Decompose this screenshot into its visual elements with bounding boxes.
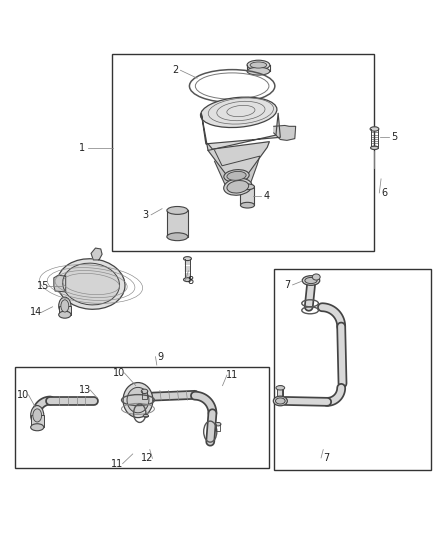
Ellipse shape — [63, 263, 120, 305]
Text: 3: 3 — [143, 210, 149, 220]
Polygon shape — [208, 142, 269, 177]
Ellipse shape — [184, 257, 191, 261]
Ellipse shape — [302, 276, 320, 285]
Text: 11: 11 — [226, 370, 238, 380]
Text: 4: 4 — [263, 191, 269, 201]
Ellipse shape — [215, 423, 221, 426]
Text: 7: 7 — [284, 280, 290, 290]
Ellipse shape — [123, 383, 153, 418]
Ellipse shape — [224, 179, 252, 195]
Bar — [240, 187, 254, 205]
Ellipse shape — [59, 311, 71, 318]
Bar — [112, 54, 374, 251]
Ellipse shape — [59, 297, 71, 314]
Ellipse shape — [167, 206, 188, 214]
Polygon shape — [54, 275, 66, 292]
Bar — [31, 415, 44, 427]
Ellipse shape — [371, 146, 378, 150]
Polygon shape — [91, 248, 102, 260]
Ellipse shape — [61, 300, 69, 312]
Ellipse shape — [127, 387, 149, 413]
Text: 8: 8 — [187, 276, 194, 286]
Bar — [59, 306, 71, 314]
Ellipse shape — [31, 424, 44, 431]
Text: 7: 7 — [323, 453, 329, 463]
Ellipse shape — [273, 396, 287, 406]
Text: 12: 12 — [141, 454, 153, 463]
Text: 2: 2 — [172, 65, 178, 75]
Ellipse shape — [143, 414, 148, 417]
Ellipse shape — [141, 389, 148, 393]
Bar — [167, 211, 188, 237]
Ellipse shape — [224, 169, 249, 182]
Text: 10: 10 — [17, 390, 29, 400]
Bar — [274, 269, 431, 470]
Polygon shape — [215, 150, 260, 188]
Ellipse shape — [167, 233, 188, 241]
Ellipse shape — [247, 60, 270, 70]
Ellipse shape — [305, 278, 317, 284]
Ellipse shape — [227, 172, 246, 180]
Ellipse shape — [240, 184, 254, 190]
Ellipse shape — [240, 203, 254, 208]
Ellipse shape — [31, 406, 44, 425]
Ellipse shape — [184, 278, 191, 281]
Ellipse shape — [276, 386, 285, 390]
Ellipse shape — [250, 62, 267, 68]
Ellipse shape — [276, 398, 285, 404]
Text: 5: 5 — [391, 132, 397, 142]
Polygon shape — [201, 113, 280, 150]
Ellipse shape — [227, 181, 249, 193]
Text: 13: 13 — [79, 385, 91, 395]
Text: 1: 1 — [79, 143, 85, 154]
Text: 14: 14 — [30, 308, 42, 318]
Ellipse shape — [33, 409, 42, 422]
Text: 9: 9 — [158, 352, 164, 362]
Ellipse shape — [57, 259, 125, 309]
Text: 11: 11 — [111, 458, 124, 469]
Text: 15: 15 — [37, 281, 49, 291]
Ellipse shape — [312, 274, 320, 280]
Polygon shape — [274, 125, 296, 140]
Ellipse shape — [370, 127, 379, 131]
Text: 10: 10 — [113, 368, 125, 378]
Ellipse shape — [247, 67, 270, 75]
Text: 6: 6 — [381, 188, 388, 198]
Ellipse shape — [201, 97, 277, 127]
Bar — [15, 367, 269, 468]
